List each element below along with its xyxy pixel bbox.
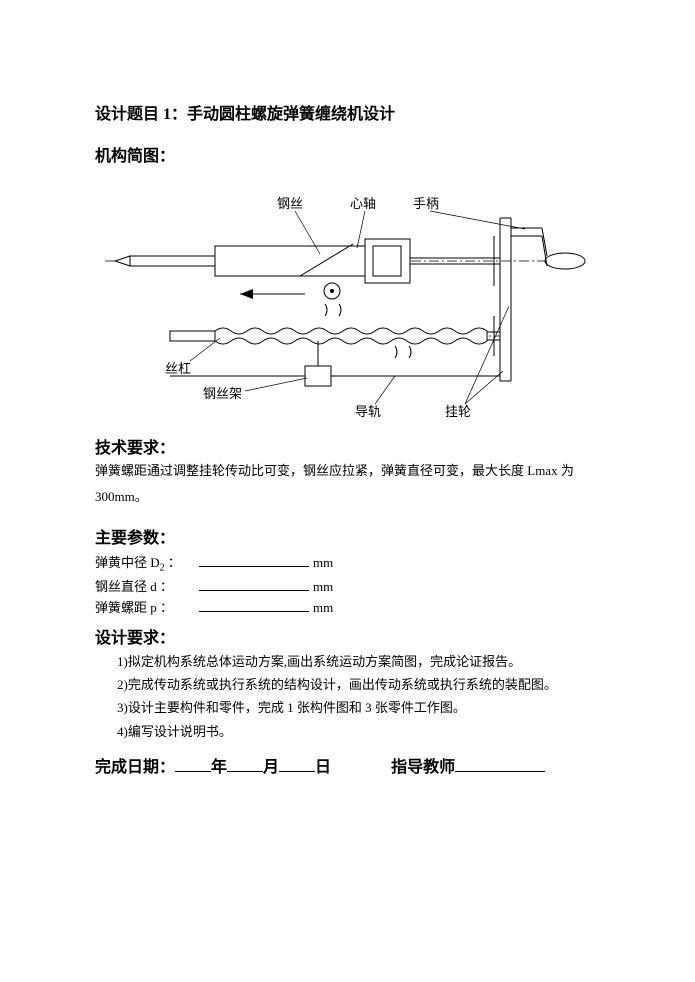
mechanism-diagram: 钢丝 心轴 手柄 丝杠 钢丝架 导轨 挂轮 bbox=[95, 176, 600, 426]
design-req-list: 1)拟定机构系统总体运动方案,画出系统运动方案简图，完成论证报告。 2)完成传动… bbox=[95, 650, 600, 744]
advisor-blank[interactable] bbox=[455, 756, 545, 772]
label-wire: 钢丝 bbox=[277, 196, 303, 211]
param-row-d: 钢丝直径 d ： mm bbox=[95, 576, 600, 595]
diagram-svg: 钢丝 心轴 手柄 丝杠 钢丝架 导轨 挂轮 bbox=[95, 176, 595, 426]
params-heading: 主要参数： bbox=[95, 524, 600, 548]
list-item: 3)设计主要构件和零件，完成 1 张构件图和 3 张零件工作图。 bbox=[117, 696, 600, 719]
month-blank[interactable] bbox=[227, 756, 263, 772]
tech-req-heading: 技术要求： bbox=[95, 434, 175, 458]
diagram-heading: 机构简图： bbox=[95, 142, 600, 166]
tech-req-text: 弹簧螺距通过调整挂轮传动比可变，钢丝应拉紧，弹簧直径可变，最大长度 Lmax 为… bbox=[95, 458, 600, 510]
param-blank[interactable] bbox=[199, 598, 309, 612]
day-blank[interactable] bbox=[279, 756, 315, 772]
label-handle: 手柄 bbox=[413, 196, 439, 211]
param-row-d2: 弹黄中径 D2 ： mm bbox=[95, 552, 600, 574]
param-blank[interactable] bbox=[199, 553, 309, 567]
year-blank[interactable] bbox=[175, 756, 211, 772]
design-topic-title: 设计题目 1：手动圆柱螺旋弹簧缠绕机设计 bbox=[95, 100, 600, 124]
label-guide-rail: 导轨 bbox=[355, 404, 381, 419]
design-req-heading: 设计要求： bbox=[95, 624, 600, 648]
list-item: 1)拟定机构系统总体运动方案,画出系统运动方案简图，完成论证报告。 bbox=[117, 650, 600, 673]
list-item: 4)编写设计说明书。 bbox=[117, 720, 600, 743]
label-wire-holder: 钢丝架 bbox=[203, 386, 242, 401]
done-date-label: 完成日期： bbox=[95, 753, 175, 777]
label-leadscrew: 丝杠 bbox=[165, 361, 191, 376]
label-mandrel: 心轴 bbox=[350, 196, 376, 211]
footer-row: 完成日期： 年 月 日 指导教师 bbox=[95, 753, 600, 777]
advisor-label: 指导教师 bbox=[391, 753, 455, 777]
label-change-gear: 挂轮 bbox=[445, 404, 471, 419]
param-blank[interactable] bbox=[199, 577, 309, 591]
list-item: 2)完成传动系统或执行系统的结构设计，画出传动系统或执行系统的装配图。 bbox=[117, 673, 600, 696]
param-row-p: 弹簧螺距 p ： mm bbox=[95, 597, 600, 616]
